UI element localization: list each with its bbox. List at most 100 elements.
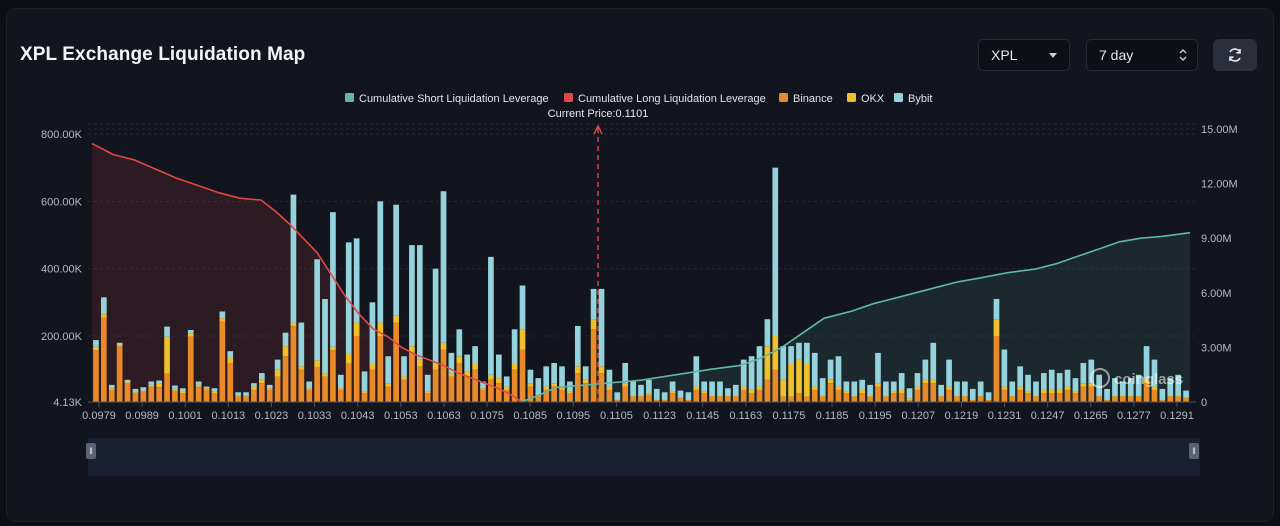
okx-bar: [859, 389, 866, 394]
binance-bar: [211, 393, 218, 402]
okx-bar: [488, 374, 494, 380]
binance-bar: [1001, 389, 1008, 402]
binance-bar: [290, 325, 297, 402]
bybit-bar: [1104, 388, 1110, 400]
bybit-bar: [282, 332, 289, 347]
binance-bar: [898, 393, 905, 402]
okx-bar: [282, 346, 289, 357]
zoom-handle-right[interactable]: ‖: [1189, 443, 1199, 459]
range-select[interactable]: 7 day: [1086, 39, 1198, 71]
binance-bar: [985, 400, 992, 402]
page-title: XPL Exchange Liquidation Map: [20, 44, 306, 65]
refresh-button[interactable]: [1213, 39, 1257, 71]
binance-bar: [140, 391, 147, 402]
bybit-bar: [835, 356, 842, 387]
binance-bar: [1104, 400, 1110, 402]
bybit-bar: [1151, 359, 1158, 387]
okx-bar: [1096, 394, 1103, 397]
binance-bar: [543, 389, 550, 402]
okx-bar: [590, 319, 597, 330]
zoom-handle-left[interactable]: ‖: [86, 443, 96, 459]
binance-bar: [385, 386, 392, 402]
okx-bar: [906, 398, 913, 401]
coin-select[interactable]: XPL: [978, 39, 1070, 71]
x-tick-label: 0.1075: [470, 410, 504, 422]
bybit-bar: [108, 384, 115, 389]
binance-bar: [266, 389, 273, 402]
chart-panel: [6, 8, 1274, 522]
zoom-slider-track[interactable]: [88, 438, 1200, 476]
bybit-bar: [930, 342, 937, 380]
binance-bar: [424, 393, 431, 402]
bybit-bar: [906, 388, 913, 399]
x-tick-label: 0.1063: [427, 410, 461, 422]
binance-bar: [827, 383, 834, 402]
binance-bar: [235, 396, 241, 402]
binance-bar: [661, 400, 668, 402]
x-tick-label: 0.1095: [556, 410, 590, 422]
bybit-bar: [235, 392, 241, 396]
binance-bar: [1080, 386, 1087, 402]
legend-label[interactable]: Cumulative Long Liquidation Leverage: [578, 93, 766, 105]
binance-bar: [867, 396, 873, 402]
current-price-marker: Current Price:0.1101: [548, 108, 648, 402]
binance-bar: [1025, 393, 1031, 402]
okx-bar: [409, 346, 415, 353]
binance-bar: [567, 393, 573, 402]
okx-bar: [890, 391, 897, 394]
legend-label[interactable]: Binance: [793, 93, 833, 105]
bybit-bar: [401, 356, 407, 377]
okx-bar: [669, 391, 676, 394]
bybit-bar: [993, 299, 1000, 320]
bybit-bar: [424, 374, 431, 392]
binance-bar: [1017, 389, 1024, 402]
okx-bar: [622, 383, 629, 387]
binance-bar: [890, 393, 897, 402]
bybit-bar: [788, 346, 794, 363]
binance-bar: [1064, 389, 1071, 402]
okx-bar: [393, 315, 399, 323]
okx-bar: [969, 399, 976, 401]
binance-bar: [1183, 398, 1189, 402]
bybit-bar: [1112, 378, 1118, 395]
okx-bar: [1080, 383, 1087, 387]
long-cumulative-line: [91, 142, 522, 403]
binance-bar: [337, 389, 344, 402]
legend-label[interactable]: Bybit: [908, 93, 932, 105]
legend-label[interactable]: OKX: [861, 93, 885, 105]
binance-bar: [756, 389, 763, 402]
bybit-bar: [780, 346, 787, 380]
bybit-bar: [764, 319, 771, 347]
okx-bar: [1175, 394, 1181, 397]
binance-bar: [717, 396, 723, 402]
okx-bar: [306, 388, 313, 390]
binance-bar: [772, 369, 779, 402]
okx-bar: [1033, 394, 1039, 397]
legend[interactable]: Cumulative Short Liquidation Leverage Cum…: [345, 93, 932, 105]
binance-bar: [503, 389, 510, 402]
binance-bar: [203, 389, 210, 402]
okx-bar: [661, 399, 668, 401]
binance-bar: [369, 369, 376, 402]
binance-bar: [1143, 383, 1150, 402]
bybit-bar: [93, 340, 99, 347]
okx-bar: [330, 346, 336, 351]
binance-bar: [274, 376, 281, 402]
binance-bar: [835, 389, 842, 402]
binance-bar: [219, 321, 226, 402]
binance-bar: [1033, 396, 1039, 402]
binance-bar: [1112, 396, 1118, 402]
x-tick-label: 0.1123: [643, 410, 676, 422]
okx-bar: [1183, 397, 1189, 399]
okx-bar: [764, 346, 771, 380]
okx-bar: [353, 322, 360, 337]
okx-bar: [1064, 386, 1071, 390]
x-tick-label: 0.1277: [1117, 410, 1151, 422]
sort-updown-icon: [1179, 49, 1187, 61]
y-left-tick-label: 800.00K: [41, 129, 83, 141]
okx-bar: [922, 379, 929, 384]
okx-bar: [638, 394, 644, 397]
legend-label[interactable]: Cumulative Short Liquidation Leverage: [359, 93, 549, 105]
bybit-bar: [251, 383, 257, 387]
